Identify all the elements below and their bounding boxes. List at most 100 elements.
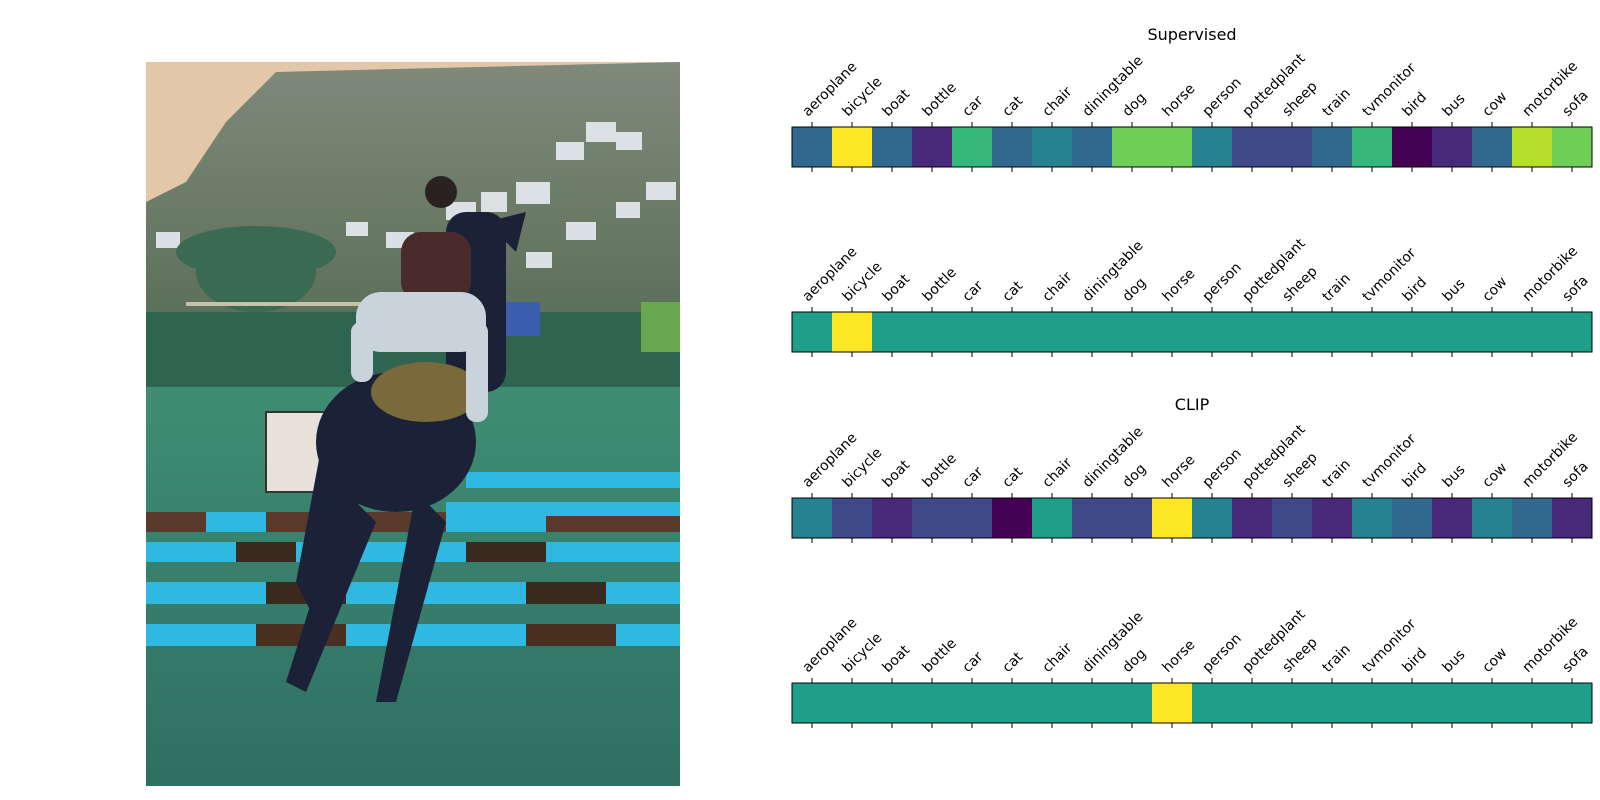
heatmap-cell (1112, 683, 1153, 723)
tick-label-chair: chair (1040, 640, 1076, 676)
tick-label-chair: chair (1040, 455, 1076, 491)
tick-label-bottle: bottle (920, 451, 960, 491)
heatmap-cell (792, 127, 833, 167)
tick-label-person: person (1200, 75, 1245, 120)
heatmap-cell (1032, 498, 1073, 538)
tick-label-horse: horse (1160, 452, 1199, 491)
tick-label-bird: bird (1400, 645, 1431, 676)
tick-label-cat: cat (1000, 278, 1027, 305)
heatmap-cell (1512, 683, 1553, 723)
tick-label-cow: cow (1480, 645, 1511, 676)
heatmap-cell (1352, 312, 1393, 352)
tick-label-car: car (960, 278, 987, 305)
heatmap-cell (1312, 683, 1353, 723)
heatmap-cell (792, 683, 833, 723)
heatmap-cell (1112, 127, 1153, 167)
tick-label-horse: horse (1160, 637, 1199, 676)
heatmap-cell (912, 498, 953, 538)
heatmap-cell (1232, 498, 1273, 538)
heatmap-cell (952, 683, 993, 723)
heatmap-cell (1432, 127, 1473, 167)
tick-label-boat: boat (880, 86, 914, 120)
heatmap-cell (1352, 683, 1393, 723)
tick-label-dog: dog (1120, 90, 1150, 120)
tick-label-person: person (1200, 260, 1245, 305)
tick-label-train: train (1320, 456, 1354, 490)
tick-label-dog: dog (1120, 275, 1150, 305)
tick-label-bird: bird (1400, 274, 1431, 305)
tick-label-train: train (1320, 85, 1354, 119)
tick-label-bus: bus (1440, 276, 1469, 305)
tick-label-cow: cow (1480, 89, 1511, 120)
heatmap-cell (1072, 498, 1113, 538)
tick-label-cow: cow (1480, 274, 1511, 305)
tick-label-bus: bus (1440, 91, 1469, 120)
tick-label-cow: cow (1480, 460, 1511, 491)
tick-label-cat: cat (1000, 464, 1027, 491)
heatmap-cell (1472, 312, 1513, 352)
heatmap-cell (1392, 498, 1433, 538)
heatmap-frame (791, 311, 1593, 353)
heatmap-cell (872, 312, 913, 352)
heatmap-cell (872, 498, 913, 538)
panel-title: Supervised (1147, 25, 1236, 44)
tick-label-train: train (1320, 270, 1354, 304)
heatmap-cell (1232, 127, 1273, 167)
tick-label-cat: cat (1000, 649, 1027, 676)
heatmap-cell (1032, 127, 1073, 167)
panel-title: CLIP (1175, 395, 1210, 414)
heatmap-cell (1312, 127, 1353, 167)
tick-label-sofa: sofa (1560, 273, 1592, 305)
heatmap-frame (791, 682, 1593, 724)
heatmap-cell (992, 498, 1033, 538)
heatmap-cell (1192, 312, 1233, 352)
heatmap-cell (1272, 498, 1313, 538)
horse-jump-photo (146, 62, 680, 786)
heatmap-cell (1552, 312, 1593, 352)
heatmap-cell (912, 683, 953, 723)
tick-label-chair: chair (1040, 269, 1076, 305)
tick-label-bus: bus (1440, 462, 1469, 491)
tick-label-person: person (1200, 446, 1245, 491)
heatmap-cell (832, 312, 873, 352)
tick-label-train: train (1320, 641, 1354, 675)
heatmap-cell (1512, 312, 1553, 352)
tick-label-sofa: sofa (1560, 459, 1592, 491)
heatmap-cell (1192, 498, 1233, 538)
tick-label-sofa: sofa (1560, 88, 1592, 120)
heatmap-cell (952, 312, 993, 352)
heatmap-cell (1352, 127, 1393, 167)
tick-label-horse: horse (1160, 266, 1199, 305)
tick-label-bird: bird (1400, 460, 1431, 491)
tick-label-boat: boat (880, 271, 914, 305)
heatmap-cell (1552, 498, 1593, 538)
heatmap-cell (1272, 127, 1313, 167)
heatmap-cell (992, 683, 1033, 723)
heatmap-cell (1152, 312, 1193, 352)
heatmap-cell (1352, 498, 1393, 538)
heatmap-cell (1072, 683, 1113, 723)
heatmap-cell (1312, 498, 1353, 538)
heatmap-cell (1432, 312, 1473, 352)
tick-label-cat: cat (1000, 93, 1027, 120)
tick-label-dog: dog (1120, 461, 1150, 491)
tick-label-car: car (960, 93, 987, 120)
tick-label-bottle: bottle (920, 80, 960, 120)
heatmap-cell (1152, 498, 1193, 538)
heatmap-frame (791, 126, 1593, 168)
heatmap-cell (1032, 312, 1073, 352)
heatmap-cell (832, 498, 873, 538)
tick-label-boat: boat (880, 642, 914, 676)
heatmap-cell (1392, 683, 1433, 723)
heatmap-cell (1232, 312, 1273, 352)
heatmap-cell (792, 312, 833, 352)
heatmap-cell (1232, 683, 1273, 723)
tick-label-car: car (960, 464, 987, 491)
heatmap-cell (1472, 498, 1513, 538)
heatmap-cell (1112, 498, 1153, 538)
